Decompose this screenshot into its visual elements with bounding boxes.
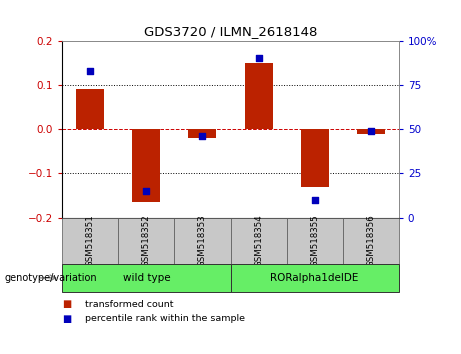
Bar: [132, 129, 160, 202]
Text: ■: ■: [62, 299, 71, 309]
Point: [311, 197, 318, 203]
Point: [255, 56, 262, 61]
Text: transformed count: transformed count: [85, 300, 174, 309]
Bar: [76, 89, 104, 129]
Text: GSM518352: GSM518352: [142, 214, 151, 267]
Bar: [230, 218, 287, 264]
Bar: [357, 129, 385, 133]
Bar: [62, 218, 118, 264]
Point: [87, 68, 94, 74]
Text: GSM518356: GSM518356: [366, 214, 375, 267]
Bar: [189, 129, 217, 138]
Text: wild type: wild type: [123, 273, 170, 283]
Bar: [230, 264, 399, 292]
Bar: [287, 218, 343, 264]
Bar: [244, 63, 272, 129]
Text: ■: ■: [62, 314, 71, 324]
Text: GSM518355: GSM518355: [310, 214, 319, 267]
Point: [142, 188, 150, 194]
Title: GDS3720 / ILMN_2618148: GDS3720 / ILMN_2618148: [144, 25, 317, 38]
Point: [199, 133, 206, 139]
Bar: [343, 218, 399, 264]
Text: percentile rank within the sample: percentile rank within the sample: [85, 314, 245, 323]
Bar: [301, 129, 329, 187]
Text: genotype/variation: genotype/variation: [5, 273, 97, 283]
Text: GSM518353: GSM518353: [198, 214, 207, 267]
Text: RORalpha1delDE: RORalpha1delDE: [271, 273, 359, 283]
Bar: [174, 218, 230, 264]
Text: GSM518354: GSM518354: [254, 214, 263, 267]
Text: GSM518351: GSM518351: [86, 214, 95, 267]
Bar: [62, 264, 230, 292]
Point: [367, 128, 374, 134]
Bar: [118, 218, 174, 264]
